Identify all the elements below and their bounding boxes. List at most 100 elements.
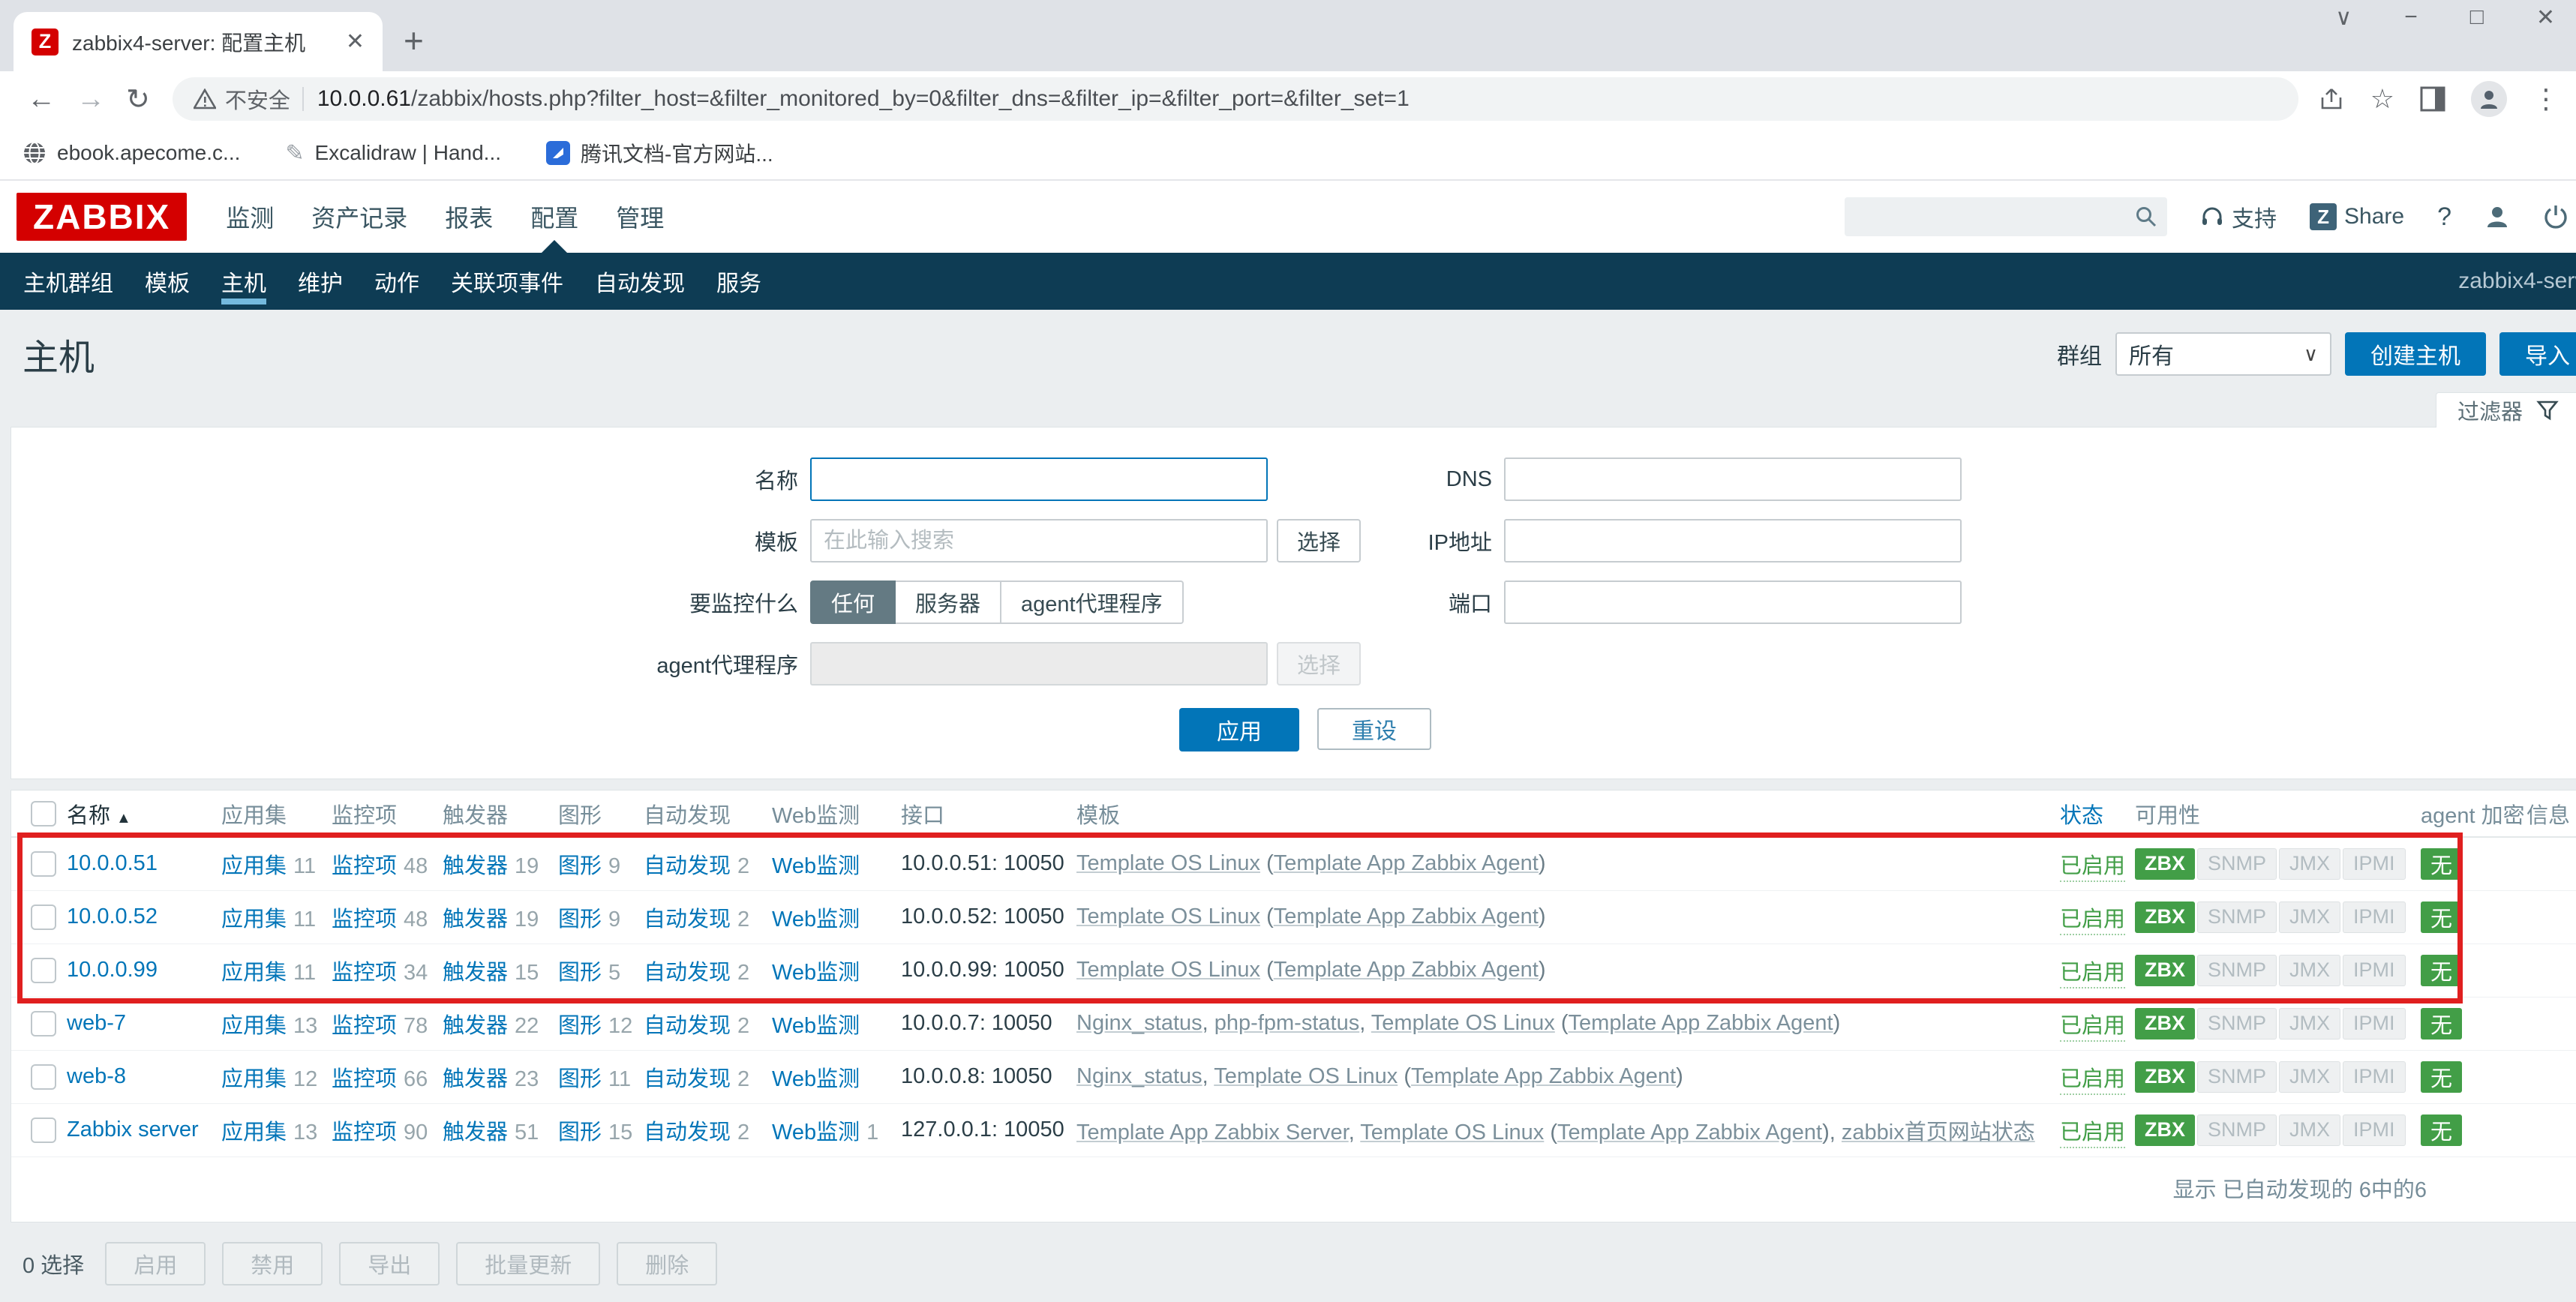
- main-nav-item[interactable]: 监测: [226, 205, 275, 232]
- subnav-item[interactable]: 模板: [145, 272, 190, 296]
- template-link[interactable]: Template OS Linux: [1360, 1120, 1545, 1144]
- items-link[interactable]: 监控项: [332, 907, 398, 932]
- graphs-link[interactable]: 图形: [558, 907, 602, 932]
- triggers-link[interactable]: 触发器: [443, 854, 509, 878]
- forward-icon[interactable]: →: [77, 82, 105, 115]
- column-header[interactable]: 状态: [2060, 790, 2135, 838]
- graphs-link[interactable]: 图形: [558, 1120, 602, 1144]
- host-name-link[interactable]: web-7: [67, 1011, 126, 1035]
- select-all-checkbox[interactable]: [31, 800, 56, 826]
- graphs-link[interactable]: 图形: [558, 1013, 602, 1038]
- row-checkbox[interactable]: [31, 957, 56, 983]
- logout-power-icon[interactable]: [2543, 204, 2568, 230]
- host-name-link[interactable]: Zabbix server: [67, 1118, 199, 1142]
- host-name-link[interactable]: 10.0.0.99: [67, 958, 158, 982]
- security-label[interactable]: 不安全: [224, 89, 290, 113]
- main-nav-item[interactable]: 报表: [445, 205, 494, 232]
- browser-menu-icon[interactable]: ⋮: [2532, 83, 2559, 114]
- host-name-link[interactable]: 10.0.0.51: [67, 851, 158, 876]
- host-status-link[interactable]: 已启用: [2060, 960, 2126, 988]
- bookmark-item[interactable]: 腾讯文档-官方网站...: [546, 138, 773, 168]
- template-link[interactable]: Template App Zabbix Agent: [1568, 1011, 1833, 1035]
- triggers-link[interactable]: 触发器: [443, 960, 509, 985]
- import-button[interactable]: 导入: [2499, 332, 2576, 376]
- template-link[interactable]: Template App Zabbix Agent: [1273, 904, 1539, 928]
- apps-link[interactable]: 应用集: [221, 960, 287, 985]
- support-link[interactable]: 支持: [2200, 200, 2277, 233]
- discovery-link[interactable]: 自动发现: [644, 1120, 731, 1144]
- host-status-link[interactable]: 已启用: [2060, 1066, 2126, 1095]
- items-link[interactable]: 监控项: [332, 960, 398, 985]
- bookmark-star-icon[interactable]: ☆: [2370, 83, 2394, 114]
- template-link[interactable]: php-fpm-status: [1214, 1011, 1360, 1035]
- main-nav-item[interactable]: 资产记录: [311, 205, 408, 232]
- template-link[interactable]: Nginx_status: [1076, 1011, 1202, 1035]
- template-link[interactable]: Template OS Linux: [1214, 1064, 1398, 1088]
- host-name-link[interactable]: web-8: [67, 1064, 126, 1088]
- triggers-link[interactable]: 触发器: [443, 1013, 509, 1038]
- profile-avatar[interactable]: [2471, 81, 2507, 117]
- triggers-link[interactable]: 触发器: [443, 1120, 509, 1144]
- triggers-link[interactable]: 触发器: [443, 907, 509, 932]
- address-bar[interactable]: 不安全 10.0.0.61/zabbix/hosts.php?filter_ho…: [172, 77, 2298, 121]
- reset-filter-button[interactable]: 重设: [1317, 708, 1431, 750]
- discovery-link[interactable]: 自动发现: [644, 960, 731, 985]
- web-link[interactable]: Web监测: [772, 1013, 860, 1038]
- group-select[interactable]: 所有 ∨: [2115, 332, 2331, 376]
- apps-link[interactable]: 应用集: [221, 1013, 287, 1038]
- host-status-link[interactable]: 已启用: [2060, 854, 2126, 882]
- row-checkbox[interactable]: [31, 1064, 56, 1090]
- items-link[interactable]: 监控项: [332, 854, 398, 878]
- main-nav-item[interactable]: 管理: [616, 205, 665, 232]
- template-link[interactable]: Template OS Linux: [1076, 851, 1261, 876]
- main-nav-item[interactable]: 配置: [527, 181, 581, 253]
- side-panel-icon[interactable]: [2420, 86, 2445, 112]
- global-search-input[interactable]: [1845, 197, 2168, 236]
- new-tab-button[interactable]: +: [404, 21, 424, 60]
- bookmark-item[interactable]: ✎ Excalidraw | Hand...: [285, 140, 501, 166]
- filter-toggle-tab[interactable]: 过滤器: [2435, 392, 2576, 428]
- monitored-by-option[interactable]: 任何: [810, 580, 896, 624]
- reload-icon[interactable]: ↻: [126, 83, 150, 116]
- bookmark-item[interactable]: ebook.apecome.c...: [23, 141, 240, 165]
- apps-link[interactable]: 应用集: [221, 854, 287, 878]
- host-name-link[interactable]: 10.0.0.52: [67, 904, 158, 928]
- apply-filter-button[interactable]: 应用: [1179, 708, 1299, 752]
- help-icon[interactable]: ?: [2437, 202, 2451, 231]
- user-profile-icon[interactable]: [2484, 204, 2510, 230]
- apps-link[interactable]: 应用集: [221, 1120, 287, 1144]
- discovery-link[interactable]: 自动发现: [644, 1066, 731, 1091]
- template-link[interactable]: Template OS Linux: [1076, 904, 1261, 928]
- triggers-link[interactable]: 触发器: [443, 1066, 509, 1091]
- subnav-item[interactable]: 主机: [206, 253, 282, 310]
- create-host-button[interactable]: 创建主机: [2345, 332, 2486, 376]
- row-checkbox[interactable]: [31, 904, 56, 930]
- zabbix-logo[interactable]: ZABBIX: [17, 193, 188, 241]
- back-icon[interactable]: ←: [27, 82, 56, 115]
- name-filter-input[interactable]: [810, 458, 1268, 501]
- template-link[interactable]: Template OS Linux: [1371, 1011, 1555, 1035]
- template-select-button[interactable]: 选择: [1277, 519, 1361, 562]
- template-filter-input[interactable]: [810, 519, 1268, 562]
- graphs-link[interactable]: 图形: [558, 960, 602, 985]
- subnav-item[interactable]: 动作: [374, 272, 419, 296]
- web-link[interactable]: Web监测: [772, 854, 860, 878]
- discovery-link[interactable]: 自动发现: [644, 1013, 731, 1038]
- items-link[interactable]: 监控项: [332, 1120, 398, 1144]
- window-maximize-icon[interactable]: □: [2469, 4, 2484, 29]
- row-checkbox[interactable]: [31, 1117, 56, 1143]
- template-link[interactable]: Template OS Linux: [1076, 958, 1261, 982]
- browser-tab[interactable]: Z zabbix4-server: 配置主机 ✕: [14, 12, 383, 71]
- template-link[interactable]: Template App Zabbix Agent: [1557, 1120, 1823, 1144]
- web-link[interactable]: Web监测: [772, 1120, 860, 1144]
- ip-filter-input[interactable]: [1504, 519, 1962, 562]
- items-link[interactable]: 监控项: [332, 1066, 398, 1091]
- dns-filter-input[interactable]: [1504, 458, 1962, 501]
- window-close-icon[interactable]: ✕: [2535, 5, 2555, 30]
- template-link[interactable]: Nginx_status: [1076, 1064, 1202, 1088]
- row-checkbox[interactable]: [31, 850, 56, 877]
- graphs-link[interactable]: 图形: [558, 1066, 602, 1091]
- host-status-link[interactable]: 已启用: [2060, 907, 2126, 935]
- discovery-link[interactable]: 自动发现: [644, 907, 731, 932]
- column-header[interactable]: 名称 ▲: [67, 790, 221, 838]
